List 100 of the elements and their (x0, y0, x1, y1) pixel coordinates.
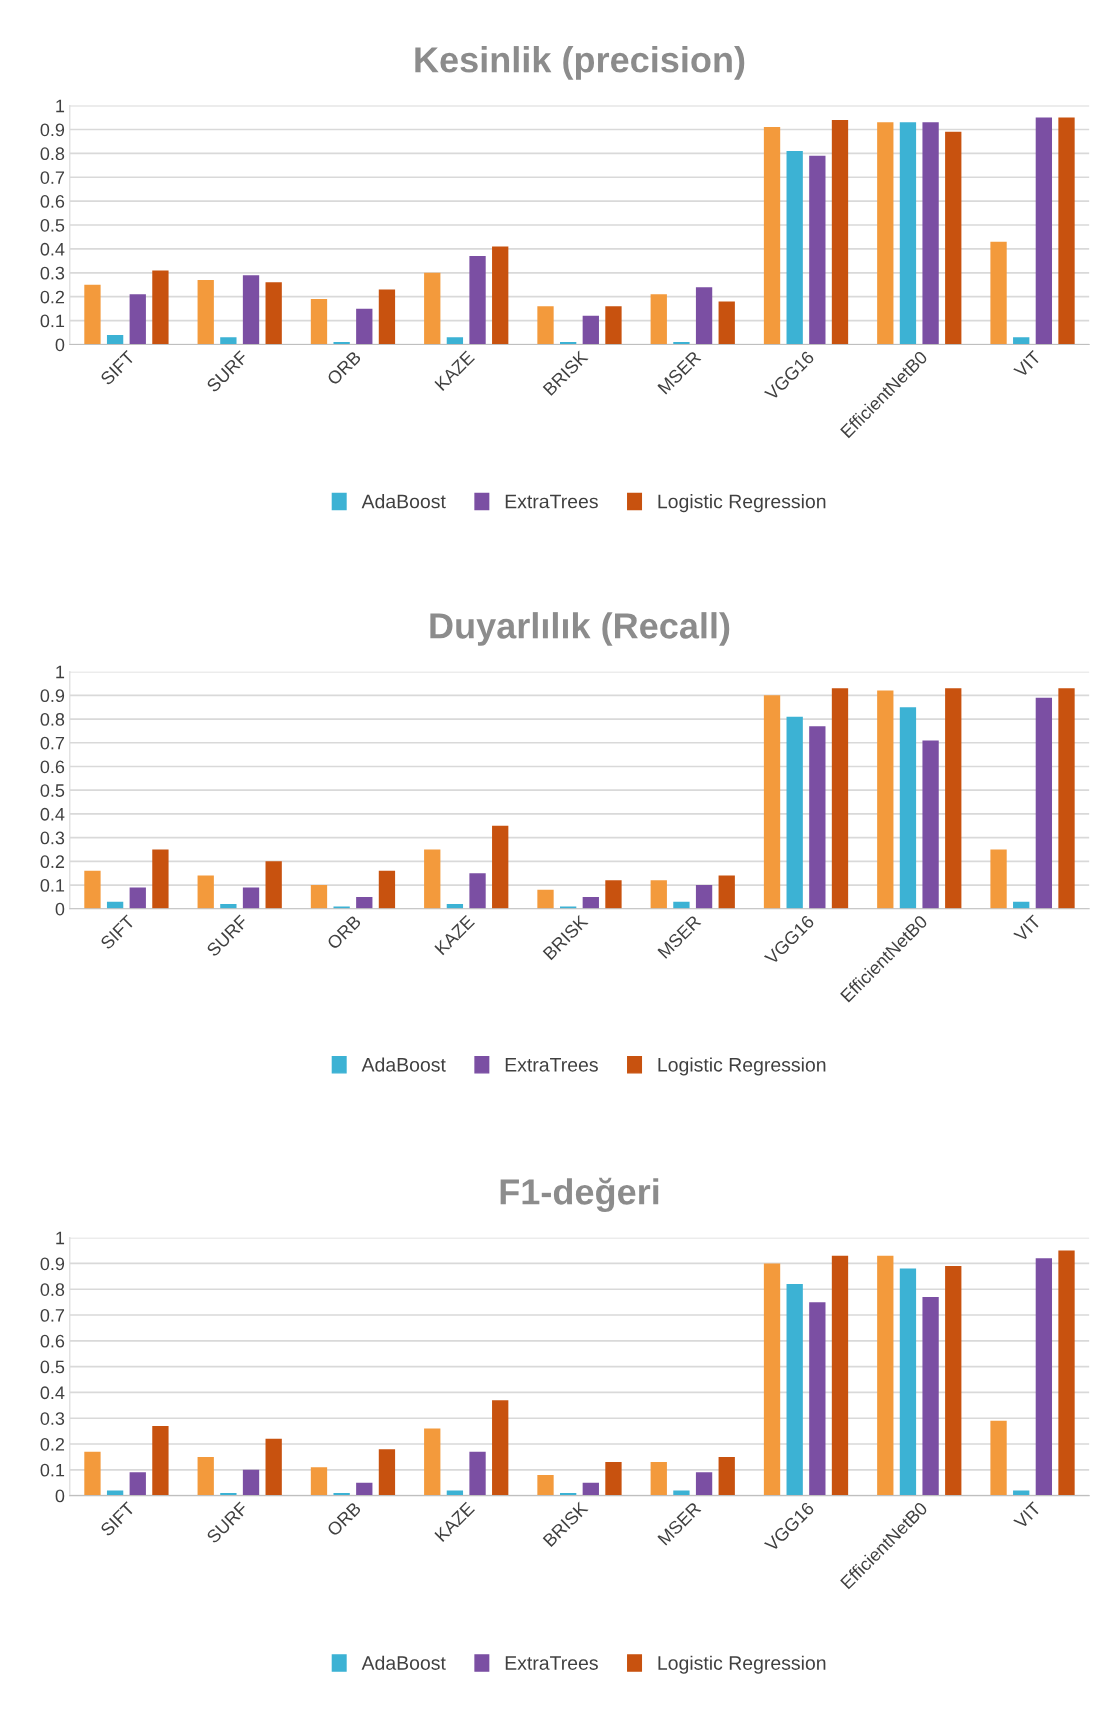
bar (1013, 337, 1030, 345)
bar (492, 825, 509, 909)
y-tick-label: 0.5 (40, 784, 65, 797)
y-tick-label: 0.9 (40, 689, 65, 703)
bar (605, 880, 622, 909)
bar (582, 896, 599, 909)
bar (310, 1467, 328, 1496)
bar (922, 740, 939, 909)
legend-label: AdaBoost (361, 1057, 446, 1072)
bar (786, 150, 803, 345)
chart-title: Duyarlılık (Recall) (430, 612, 730, 646)
bar (129, 887, 146, 909)
y-tick-label: 0.3 (40, 1412, 65, 1425)
bar (831, 1255, 849, 1496)
bar (763, 695, 781, 909)
y-tick-label: 0.4 (40, 242, 65, 256)
legend-label: AdaBoost (361, 494, 446, 509)
bar (695, 885, 713, 909)
y-tick-label: 0.6 (40, 760, 65, 774)
y-tick-label: 0.9 (40, 1257, 65, 1271)
bar (537, 306, 554, 345)
bar (877, 122, 894, 345)
bar (786, 1284, 803, 1496)
legend-label: Logistic Regression (658, 1057, 826, 1076)
bar (197, 1456, 214, 1496)
bar (899, 707, 917, 909)
y-tick-label: 0.8 (40, 1283, 65, 1296)
y-tick-label: 1 (56, 1231, 65, 1245)
x-tick-label: VIT (1013, 914, 1042, 943)
legend-label: Logistic Regression (658, 494, 826, 513)
bar (1058, 1250, 1075, 1496)
bar (990, 1420, 1007, 1496)
bar (922, 122, 939, 345)
bar (469, 1451, 486, 1496)
bar (1058, 117, 1075, 345)
bar (310, 299, 328, 345)
y-tick-label: 0.2 (40, 290, 65, 304)
y-tick-label: 0.8 (40, 147, 65, 161)
bar (1013, 1490, 1030, 1496)
y-tick-label: 0 (55, 902, 65, 916)
bar (152, 270, 169, 345)
bar (809, 155, 826, 345)
bar (242, 887, 260, 909)
bar (129, 294, 146, 345)
y-tick-label: 0.3 (40, 266, 65, 280)
y-tick-label: 0.7 (40, 736, 65, 750)
bar (718, 875, 735, 909)
bar (265, 282, 282, 345)
bar (424, 849, 441, 909)
legend-label: ExtraTrees (505, 1058, 598, 1072)
bar (310, 885, 328, 909)
bar (718, 301, 735, 345)
y-tick-label: 0.6 (40, 1334, 65, 1348)
bar (605, 1462, 622, 1496)
y-tick-label: 0.3 (40, 831, 65, 845)
bar (673, 1490, 690, 1496)
bar (899, 1268, 917, 1496)
y-tick-label: 0.4 (40, 1386, 65, 1400)
y-tick-label: 0.2 (40, 1437, 65, 1451)
bar (605, 306, 622, 345)
y-tick-label: 0.8 (40, 712, 65, 726)
y-tick-label: 0.1 (40, 314, 65, 328)
bar (1035, 117, 1053, 345)
bar (763, 1263, 781, 1496)
bar (129, 1472, 146, 1496)
bar (446, 1490, 464, 1496)
bar (695, 287, 713, 345)
y-tick-label: 0.4 (40, 807, 65, 821)
y-tick-label: 0.5 (40, 218, 65, 232)
y-tick-label: 1 (56, 99, 65, 113)
bar (650, 294, 667, 345)
bar (197, 279, 214, 345)
bar (242, 1469, 260, 1496)
bar (831, 119, 849, 345)
bar (378, 1449, 396, 1496)
bar (424, 272, 441, 345)
y-tick-label: 1 (56, 665, 65, 679)
bar (492, 1400, 509, 1496)
bar (242, 275, 260, 345)
bar (945, 1266, 962, 1496)
bar (1035, 697, 1053, 909)
bar (446, 337, 464, 345)
legend-label: Logistic Regression (658, 1655, 826, 1674)
y-tick-label: 0.9 (40, 123, 65, 137)
chart-title: F1-değeri (500, 1177, 659, 1212)
bar (356, 896, 373, 909)
bar (945, 688, 962, 909)
bar (152, 1425, 169, 1496)
bar (84, 284, 101, 345)
bar (84, 870, 101, 909)
bar (650, 1462, 667, 1496)
bar (265, 1438, 282, 1496)
bar (265, 861, 282, 909)
bar (220, 337, 237, 345)
y-tick-label: 0 (55, 1489, 65, 1503)
bar (197, 875, 214, 909)
bar (106, 1490, 124, 1496)
y-tick-label: 0.2 (40, 855, 65, 869)
bar (106, 334, 124, 345)
legend-label: ExtraTrees (505, 1656, 598, 1670)
